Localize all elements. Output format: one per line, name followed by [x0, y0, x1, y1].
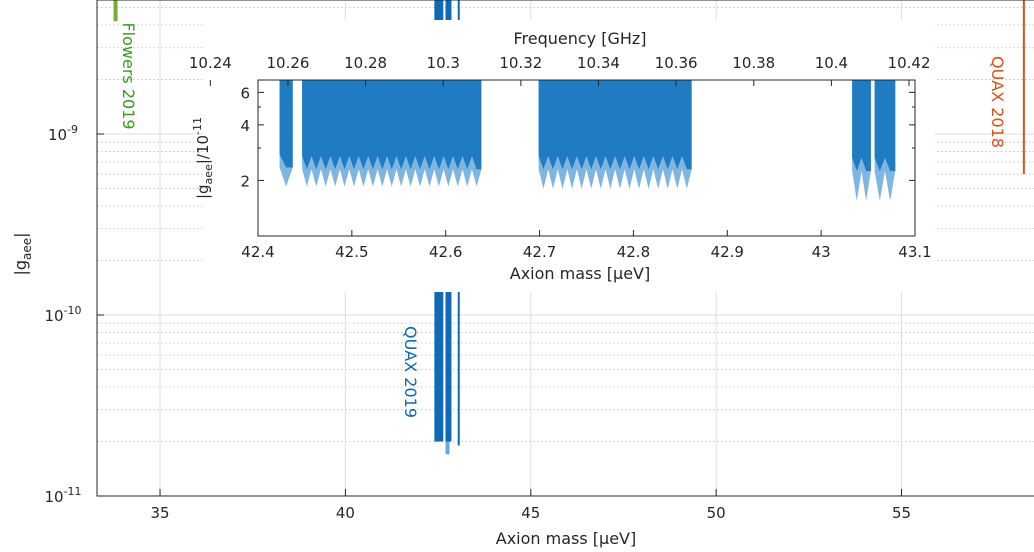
- inset-top-tick-label: 10.26: [266, 54, 309, 72]
- inset-x-tick-label: 42.8: [617, 243, 650, 261]
- inset-top-tick-label: 10.32: [499, 54, 542, 72]
- x-tick-label: 35: [150, 504, 169, 522]
- inset-top-tick-label: 10.28: [344, 54, 387, 72]
- inset-x-tick-label: 42.5: [335, 243, 368, 261]
- main-y-axis-label: |gaee|: [11, 232, 34, 275]
- inset-top-tick-label: 10.34: [577, 54, 620, 72]
- main-ticks: 35 40 45 50 55 10-11 10-10 10-9: [44, 123, 911, 522]
- inset-top-tick-label: 10.4: [815, 54, 848, 72]
- flowers-2019-label: Flowers 2019: [119, 22, 138, 129]
- inset-y-tick-label: 4: [240, 117, 250, 135]
- inset-band-dark: [279, 80, 293, 168]
- inset-x-tick-label: 42.6: [429, 243, 462, 261]
- inset-top-tick-label: 10.38: [732, 54, 775, 72]
- y-tick-label: 10-11: [44, 485, 81, 506]
- inset-top-tick-label: 10.3: [427, 54, 460, 72]
- inset-axes-box: [257, 79, 916, 237]
- x-tick-label: 50: [707, 504, 726, 522]
- inset-ticks: 42.4 42.5 42.6 42.7 42.8 42.9 43 43.1 10.24 10.26…: [189, 54, 932, 261]
- quax-2019-spike: [445, 441, 450, 455]
- main-axes-box: [96, 0, 1034, 497]
- inset-band-dark: [538, 80, 692, 170]
- inset-x-tick-label: 42.9: [711, 243, 744, 261]
- inset-x-tick-label: 42.7: [523, 243, 556, 261]
- x-tick-label: 40: [336, 504, 355, 522]
- inset-y-tick-label: 2: [240, 172, 250, 190]
- y-tick-label: 10-10: [44, 304, 81, 325]
- inset-x-tick-label: 43.1: [898, 243, 931, 261]
- inset-x-tick-label: 43: [812, 243, 831, 261]
- x-tick-label: 55: [892, 504, 911, 522]
- inset-top-axis-label: Frequency [GHz]: [513, 29, 646, 48]
- main-x-axis-label: Axion mass [μeV]: [496, 529, 636, 548]
- inset-x-axis-label: Axion mass [μeV]: [510, 264, 650, 283]
- quax-2019-label: QUAX 2019: [401, 326, 420, 418]
- inset-top-tick-label: 10.42: [888, 54, 931, 72]
- inset-y-axis-label: |gaee|/10-11: [191, 117, 215, 199]
- inset-top-tick-label: 10.24: [189, 54, 232, 72]
- inset-data: [279, 80, 896, 201]
- inset-band-dark: [852, 80, 871, 171]
- y-tick-label: 10-9: [48, 123, 78, 144]
- quax-2018-label: QUAX 2018: [988, 56, 1007, 148]
- inset-y-tick-label: 6: [240, 84, 250, 102]
- inset-top-tick-label: 10.36: [655, 54, 698, 72]
- inset-band-dark: [302, 80, 482, 170]
- inset-x-tick-label: 42.4: [241, 243, 274, 261]
- x-tick-label: 45: [521, 504, 540, 522]
- inset-band-dark: [874, 80, 896, 171]
